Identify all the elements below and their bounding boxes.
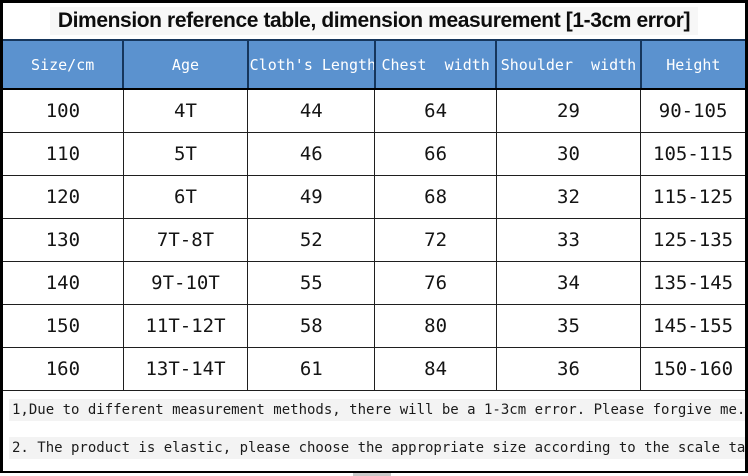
table-cell: 68 (374, 174, 497, 219)
bottom-strip (0, 473, 748, 476)
column-header-6: Height (639, 39, 745, 90)
table-cell: 76 (374, 260, 497, 305)
table-cell: 140 (3, 260, 124, 305)
table-cell: 9T-10T (122, 260, 249, 305)
table-cell: 120 (3, 174, 124, 219)
page-title: Dimension reference table, dimension mea… (49, 7, 699, 35)
table-cell: 61 (247, 346, 376, 391)
table-cell: 115-125 (640, 174, 745, 219)
table-cell: 135-145 (640, 260, 745, 305)
column-header-1: Size/cm (3, 39, 124, 90)
table-cell: 55 (247, 260, 376, 305)
table-cell: 125-135 (640, 217, 745, 262)
table-cell: 105-115 (640, 131, 745, 176)
title-bar: Dimension reference table, dimension mea… (3, 3, 745, 39)
size-table: Size/cm Age Cloth's Length Chest width Shoul… (3, 39, 745, 391)
table-row: 100 4T 44 64 29 90-105 (3, 88, 745, 133)
table-cell: 13T-14T (122, 346, 249, 391)
table-cell: 80 (374, 303, 497, 348)
table-cell: 7T-8T (122, 217, 249, 262)
table-cell: 145-155 (640, 303, 745, 348)
table-row: 140 9T-10T 55 76 34 135-145 (3, 260, 745, 305)
table-header-row: Size/cm Age Cloth's Length Chest width Shoul… (3, 39, 745, 90)
column-header-5: Shoulder width (495, 39, 641, 90)
table-cell: 49 (247, 174, 376, 219)
table-cell: 150-160 (640, 346, 745, 391)
table-cell: 150 (3, 303, 124, 348)
table-cell: 34 (495, 260, 642, 305)
table-cell: 6T (122, 174, 249, 219)
note-line-1: 1,Due to different measurement methods, … (9, 398, 745, 421)
table-row: 120 6T 49 68 32 115-125 (3, 174, 745, 219)
table-row: 160 13T-14T 61 84 36 150-160 (3, 346, 745, 391)
table-cell: 52 (247, 217, 376, 262)
table-cell: 110 (3, 131, 124, 176)
notes-section: 1,Due to different measurement methods, … (3, 390, 745, 471)
table-cell: 84 (374, 346, 497, 391)
table-cell: 4T (122, 88, 249, 133)
table-cell: 72 (374, 217, 497, 262)
table-cell: 30 (495, 131, 642, 176)
table-cell: 46 (247, 131, 376, 176)
table-cell: 100 (3, 88, 124, 133)
table-cell: 29 (495, 88, 642, 133)
column-header-3: Cloth's Length (246, 39, 375, 90)
table-cell: 44 (247, 88, 376, 133)
table-cell: 66 (374, 131, 497, 176)
table-row: 110 5T 46 66 30 105-115 (3, 131, 745, 176)
table-cell: 130 (3, 217, 124, 262)
table-cell: 36 (495, 346, 642, 391)
table-cell: 64 (374, 88, 497, 133)
table-cell: 11T-12T (122, 303, 249, 348)
column-header-4: Chest width (373, 39, 497, 90)
note-line-2: 2. The product is elastic, please choose… (9, 436, 745, 459)
column-header-2: Age (122, 39, 248, 90)
table-cell: 32 (495, 174, 642, 219)
table-cell: 33 (495, 217, 642, 262)
table-row: 130 7T-8T 52 72 33 125-135 (3, 217, 745, 262)
cropped-next-row-fragment (353, 473, 391, 476)
table-cell: 160 (3, 346, 124, 391)
table-cell: 90-105 (640, 88, 745, 133)
table-cell: 58 (247, 303, 376, 348)
table-cell: 5T (122, 131, 249, 176)
table-row: 150 11T-12T 58 80 35 145-155 (3, 303, 745, 348)
table-cell: 35 (495, 303, 642, 348)
size-table-body: 100 4T 44 64 29 90-105 110 5T 46 66 30 105-115 120 6T… (3, 88, 745, 391)
